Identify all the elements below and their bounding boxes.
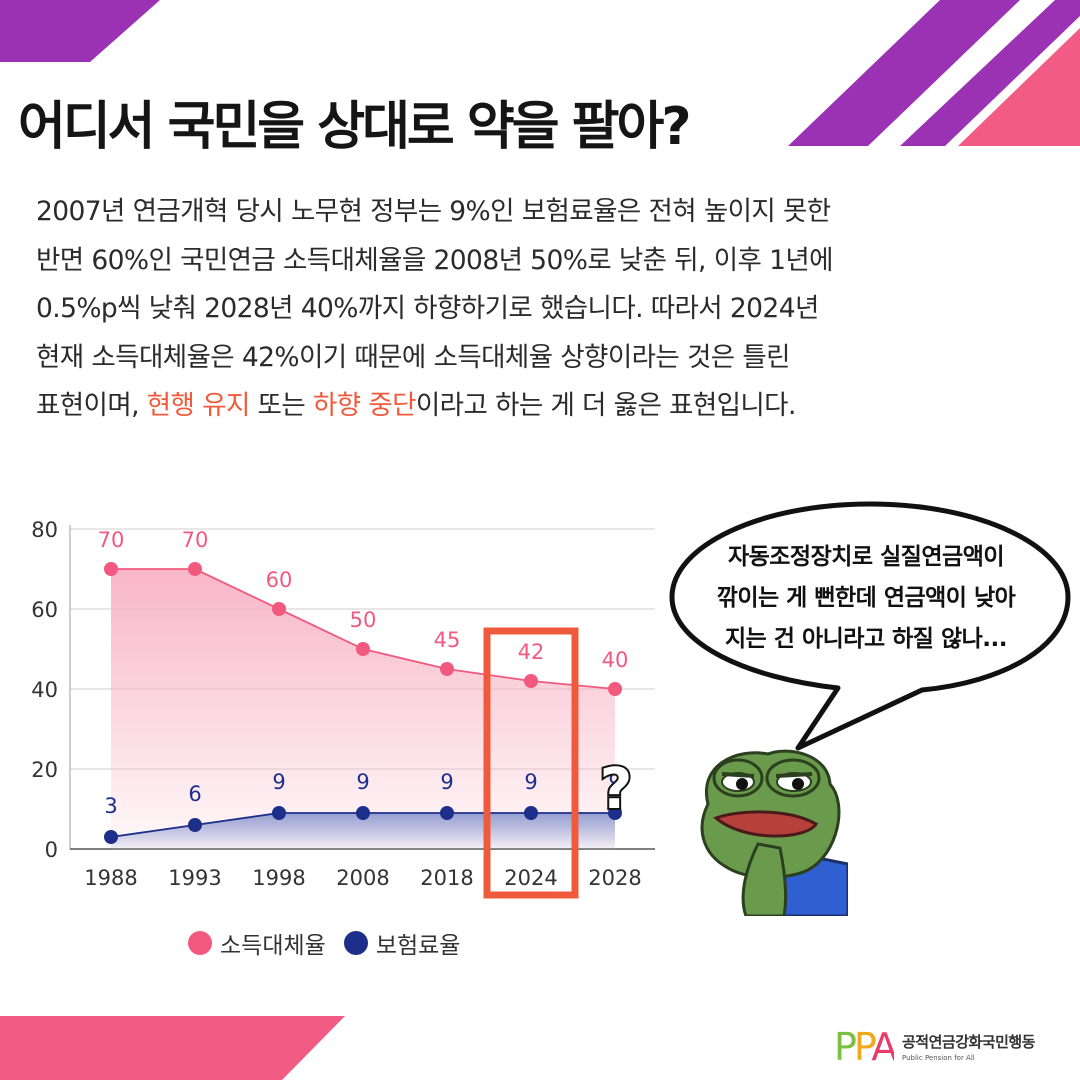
question-mark-icon: ? (598, 755, 634, 818)
bottom-left-stripe (0, 1016, 345, 1080)
data-label: 6 (188, 782, 201, 806)
data-label: 50 (350, 608, 377, 632)
x-tick-label: 2028 (588, 866, 641, 890)
top-right-stripes (788, 0, 1080, 146)
legend-dot-pink (188, 931, 212, 955)
highlight-stop-decrease: 하향 중단 (312, 390, 417, 421)
data-point (608, 682, 622, 696)
highlight-box-2024 (483, 627, 579, 899)
data-point (104, 562, 118, 576)
x-tick-label: 2018 (420, 866, 473, 890)
data-label: 9 (440, 770, 453, 794)
logo-text: 공적연금강화국민행동 Public Pension for All (902, 1031, 1036, 1062)
logo-subtitle: Public Pension for All (902, 1053, 975, 1062)
legend-label: 소득대체율 (220, 933, 326, 959)
y-tick-label: 60 (31, 598, 58, 622)
data-label: 42 (518, 640, 545, 664)
highlight-current-maintain: 현행 유지 (146, 390, 251, 421)
body-line: 0.5%p씩 낮춰 2028년 40%까지 하향하기로 했습니다. 따라서 20… (36, 293, 819, 324)
data-label: 9 (524, 770, 537, 794)
y-tick-label: 0 (45, 838, 58, 862)
logo-org-name: 공적연금강화국민행동 (902, 1032, 1036, 1051)
body-text-segment: 또는 (249, 390, 313, 421)
data-point (524, 674, 538, 688)
ppa-letter: A (871, 1026, 894, 1066)
data-point (440, 662, 454, 676)
data-label: 70 (182, 528, 209, 552)
y-tick-label: 80 (31, 518, 58, 542)
data-point (188, 818, 202, 832)
x-tick-label: 1998 (252, 866, 305, 890)
pension-rate-chart: 0 20 40 60 80 70 70 60 50 45 42 40 3 6 9 9 9 9 9 1988 1993 19… (31, 518, 655, 899)
chart-legend: 소득대체율 보험료율 (188, 926, 478, 960)
body-paragraph: 2007년 연금개혁 당시 노무현 정부는 9%인 보험료율은 전혀 높이지 못… (36, 188, 1051, 431)
data-label: 70 (98, 528, 125, 552)
data-label: 3 (104, 794, 117, 818)
frog-character-illustration (700, 749, 848, 916)
data-label: 45 (434, 628, 461, 652)
y-tick-label: 20 (31, 758, 58, 782)
data-label: 9 (356, 770, 369, 794)
body-line: 2007년 연금개혁 당시 노무현 정부는 9%인 보험료율은 전혀 높이지 못… (36, 196, 831, 227)
data-label: 40 (602, 648, 629, 672)
data-point (188, 562, 202, 576)
data-point (356, 642, 370, 656)
data-point (524, 806, 538, 820)
ppa-logo-mark: PPA (834, 1026, 894, 1066)
page-title: 어디서 국민을 상대로 약을 팔아? (18, 97, 691, 157)
legend-label: 보험료율 (375, 933, 461, 959)
bubble-line: 깎이는 게 뻔한데 연금액이 낮아 (716, 585, 1016, 611)
x-tick-label: 1988 (84, 866, 137, 890)
x-tick-label: 2024 (504, 866, 557, 890)
body-line: 현재 소득대체율은 42%이기 때문에 소득대체율 상향이라는 것은 틀린 (36, 341, 791, 373)
data-label: 9 (272, 770, 285, 794)
legend-item-replacement-rate: 소득대체율 (188, 926, 326, 960)
bubble-line: 지는 건 아니라고 하질 않나... (724, 626, 1008, 652)
body-text-segment: 이라고 하는 게 더 옳은 표현입니다. (415, 390, 796, 421)
ppa-logo: PPA 공적연금강화국민행동 Public Pension for All (834, 1026, 1036, 1066)
data-label: 9 (608, 770, 621, 794)
legend-dot-navy (343, 931, 368, 955)
ppa-logo-letters: PPA (834, 1026, 894, 1066)
bubble-text: 자동조정장치로 실질연금액이 깎이는 게 뻔한데 연금액이 낮아 지는 건 아니… (676, 537, 1056, 660)
legend-item-contribution-rate: 보험료율 (343, 926, 461, 960)
bubble-line: 자동조정장치로 실질연금액이 (727, 544, 1005, 570)
question-mark-glyph: ? (600, 757, 632, 818)
x-tick-label: 2008 (336, 866, 389, 890)
body-line: 반면 60%인 국민연금 소득대체율을 2008년 50%로 낮춘 뒤, 이후 … (36, 244, 834, 276)
top-left-stripe (0, 0, 160, 62)
data-point (272, 602, 286, 616)
x-tick-label: 1993 (168, 866, 221, 890)
ppa-letter: P (834, 1026, 856, 1066)
data-label: 60 (266, 568, 293, 592)
data-point (608, 806, 622, 820)
data-point (272, 806, 286, 820)
body-text-segment: 표현이며, (36, 390, 147, 421)
data-point (104, 830, 118, 844)
speech-bubble (669, 501, 1071, 751)
data-point (356, 806, 370, 820)
body-line: 표현이며, 현행 유지 또는 하향 중단이라고 하는 게 더 옳은 표현입니다. (36, 382, 1051, 431)
data-point (440, 806, 454, 820)
y-tick-label: 40 (31, 678, 58, 702)
